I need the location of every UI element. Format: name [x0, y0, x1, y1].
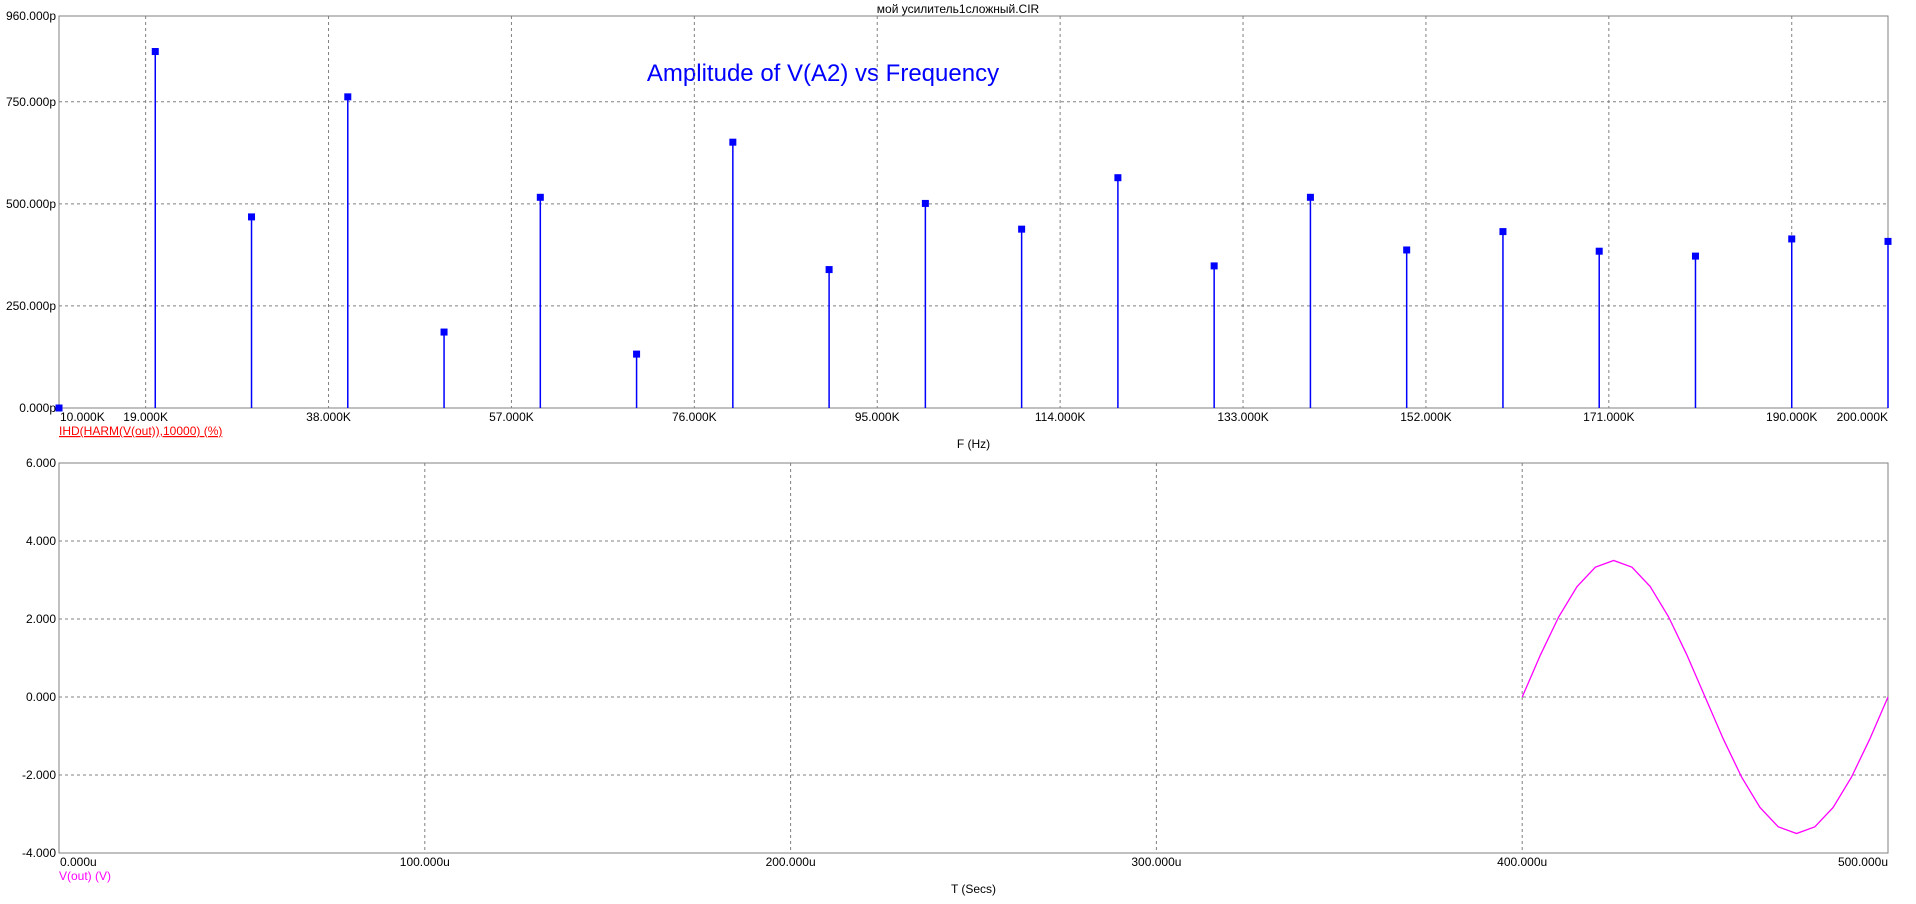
x-tick-label: 500.000u: [1838, 855, 1888, 869]
x-axis-label: T (Secs): [951, 882, 996, 896]
x-axis-label: F (Hz): [957, 437, 990, 451]
y-tick-label: 0.000: [26, 690, 56, 704]
x-tick-label: 171.000K: [1583, 410, 1634, 424]
x-tick-label: 190.000K: [1766, 410, 1817, 424]
stem-marker: [1306, 193, 1314, 201]
annotation: Amplitude of V(A2) vs Frequency: [647, 60, 999, 87]
x-tick-label: 100.000u: [400, 855, 450, 869]
x-tick-label: 57.000K: [489, 410, 534, 424]
y-tick-label: -4.000: [22, 846, 56, 860]
stem-marker: [1210, 262, 1218, 270]
stem-marker: [825, 266, 833, 274]
x-tick-label: 300.000u: [1131, 855, 1181, 869]
stem-marker: [1018, 225, 1026, 233]
stem-marker: [1499, 228, 1507, 236]
y-tick-label: 4.000: [26, 534, 56, 548]
stem-marker: [344, 93, 352, 101]
x-tick-label: 95.000K: [855, 410, 900, 424]
line-series: [1521, 559, 1889, 835]
y-tick-label: -2.000: [22, 768, 56, 782]
x-tick-label: 10.000K: [60, 410, 105, 424]
x-tick-label: 400.000u: [1497, 855, 1547, 869]
x-tick-label: 114.000K: [1035, 410, 1086, 424]
stem-marker: [1595, 247, 1603, 255]
x-tick-label: 38.000K: [306, 410, 351, 424]
stem-marker: [1884, 237, 1892, 245]
x-tick-label: 0.000u: [60, 855, 97, 869]
y-tick-label: 0.000p: [19, 401, 56, 415]
stem-marker: [729, 138, 737, 146]
x-tick-label: 152.000K: [1400, 410, 1451, 424]
y-tick-label: 6.000: [26, 456, 56, 470]
x-tick-label: 200.000u: [766, 855, 816, 869]
stem-marker: [55, 404, 63, 412]
y-tick-label: 960.000p: [6, 9, 56, 23]
y-tick-label: 250.000p: [6, 299, 56, 313]
stem-marker: [151, 48, 159, 56]
stem-marker: [1788, 235, 1796, 243]
x-tick-label: 19.000K: [123, 410, 168, 424]
stem-marker: [633, 350, 641, 358]
stem-marker: [248, 213, 256, 221]
stem-marker: [1691, 252, 1699, 260]
y-tick-label: 2.000: [26, 612, 56, 626]
x-tick-label: 133.000K: [1217, 410, 1268, 424]
stem-marker: [1114, 174, 1122, 182]
plot-frame: [58, 462, 1889, 854]
stem-marker: [440, 328, 448, 336]
legend-entry: V(out) (V): [59, 869, 111, 883]
x-tick-label: 200.000K: [1837, 410, 1888, 424]
stem-marker: [1403, 246, 1411, 254]
stem-marker: [536, 193, 544, 201]
legend-entry: IHD(HARM(V(out)),10000) (%): [59, 424, 222, 438]
y-tick-label: 500.000p: [6, 197, 56, 211]
plot-frame: [58, 15, 1889, 409]
y-tick-label: 750.000p: [6, 95, 56, 109]
x-tick-label: 76.000K: [672, 410, 717, 424]
chart-title: мой усилитель1сложный.CIR: [877, 2, 1040, 16]
stem-marker: [921, 199, 929, 207]
